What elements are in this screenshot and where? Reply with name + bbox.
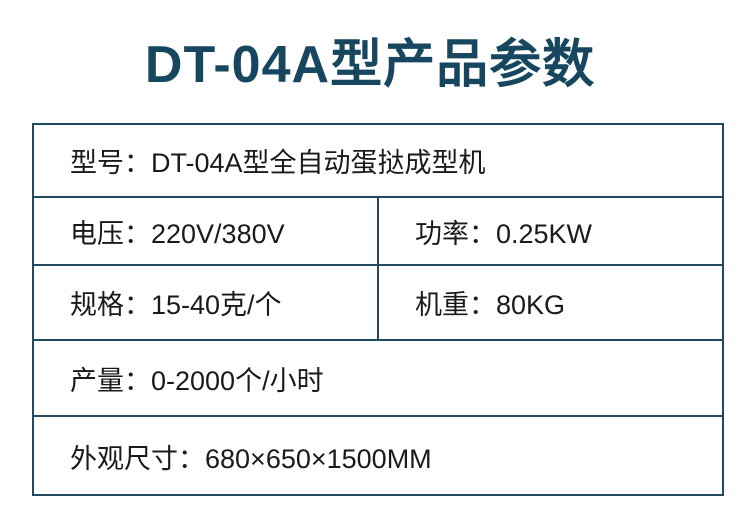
table-row: 外观尺寸：680×650×1500MM [34,415,722,496]
parameter-table: 型号：DT-04A型全自动蛋挞成型机 电压：220V/380V 功率：0.25K… [32,123,724,496]
page-title: DT-04A型产品参数 [144,36,596,94]
spec-cell: 规格：15-40克/个 [34,266,379,339]
voltage-cell: 电压：220V/380V [34,198,379,264]
table-row: 型号：DT-04A型全自动蛋挞成型机 [34,125,722,196]
power-cell: 功率：0.25KW [415,218,593,249]
model-cell: 型号：DT-04A型全自动蛋挞成型机 [70,148,486,178]
dimensions-cell: 外观尺寸：680×650×1500MM [70,444,432,474]
table-row: 电压：220V/380V 功率：0.25KW [34,196,722,264]
output-cell: 产量：0-2000个/小时 [70,365,324,396]
table-row: 规格：15-40克/个 机重：80KG [34,264,722,339]
weight-cell: 机重：80KG [415,290,566,320]
table-row: 产量：0-2000个/小时 [34,339,722,415]
